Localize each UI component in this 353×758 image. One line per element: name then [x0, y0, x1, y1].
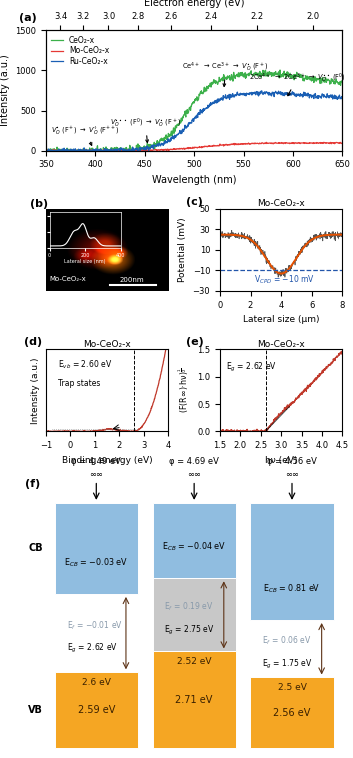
Text: E$_f$ = 0.06 eV: E$_f$ = 0.06 eV: [262, 634, 312, 647]
Text: Ce$^{4+}$ $\rightarrow$ Ce$^{3+}$ $\rightarrow$ $V_O^{\bullet}$ (F$^+$): Ce$^{4+}$ $\rightarrow$ Ce$^{3+}$ $\righ…: [182, 61, 269, 86]
CeO₂-x: [216, 77, 221, 86]
X-axis label: hν (eV): hν (eV): [265, 456, 297, 465]
Text: 2.6 eV: 2.6 eV: [82, 678, 111, 688]
Text: E$_{CB}$ = −0.03 eV: E$_{CB}$ = −0.03 eV: [64, 556, 128, 569]
Ru-CeO₂-x: [233, 90, 237, 99]
Ru-CeO₂-x: [300, 91, 304, 100]
Y-axis label: Intensity (a.u.): Intensity (a.u.): [31, 357, 40, 424]
Line: Mo-CeO₂-x: Mo-CeO₂-x: [46, 143, 342, 151]
Text: φ = 4.56 eV: φ = 4.56 eV: [267, 457, 317, 466]
Text: ∞∞: ∞∞: [187, 470, 201, 479]
CeO₂-x: [44, 146, 48, 155]
CeO₂-x: [340, 78, 345, 87]
Mo-CeO₂-x: [233, 140, 237, 149]
Ru-CeO₂-x: [269, 92, 274, 101]
Mo-CeO₂-x: [269, 139, 273, 148]
Mo-CeO₂-x: [299, 139, 304, 148]
Ru-CeO₂-x: [44, 146, 49, 155]
Text: E$_g$ = 1.75 eV: E$_g$ = 1.75 eV: [262, 658, 313, 671]
Text: φ = 4.49 eV: φ = 4.49 eV: [71, 457, 121, 466]
Line: Ru-CeO₂-x: Ru-CeO₂-x: [46, 91, 342, 151]
Text: 2.59 eV: 2.59 eV: [78, 705, 115, 715]
X-axis label: Wavelength (nm): Wavelength (nm): [152, 175, 237, 185]
Text: (c): (c): [186, 197, 203, 207]
CeO₂-x: [224, 75, 228, 84]
Title: Mo-CeO₂-x: Mo-CeO₂-x: [83, 340, 131, 349]
Text: 2.56 eV: 2.56 eV: [273, 708, 311, 718]
Text: E$_f$ = 0.19 eV: E$_f$ = 0.19 eV: [164, 601, 214, 613]
X-axis label: Binding energy (eV): Binding energy (eV): [62, 456, 152, 465]
Text: E$_{vb}$ = 2.60 eV: E$_{vb}$ = 2.60 eV: [58, 359, 112, 371]
Ru-CeO₂-x: [44, 146, 48, 155]
Text: (e): (e): [186, 337, 203, 347]
CeO₂-x: [62, 146, 67, 155]
Text: (d): (d): [24, 337, 42, 347]
Text: E$_g$ = 2.62 eV: E$_g$ = 2.62 eV: [67, 642, 118, 656]
Title: Mo-CeO₂-x: Mo-CeO₂-x: [257, 340, 305, 349]
Text: 200nm: 200nm: [119, 277, 144, 283]
Title: Mo-CeO₂-x: Mo-CeO₂-x: [257, 199, 305, 208]
Text: ∞∞: ∞∞: [285, 470, 299, 479]
Bar: [152, 578, 236, 651]
Bar: [251, 503, 334, 620]
Text: ∞∞: ∞∞: [89, 470, 103, 479]
Ru-CeO₂-x: [62, 145, 67, 154]
Bar: [55, 503, 138, 594]
CeO₂-x: [300, 72, 304, 81]
Text: Trap states: Trap states: [58, 379, 101, 388]
Mo-CeO₂-x: [216, 141, 221, 150]
Text: CB: CB: [28, 543, 43, 553]
Text: VB: VB: [28, 705, 43, 715]
Mo-CeO₂-x: [340, 139, 345, 148]
Text: 2Ce$^{4+}$ $\rightarrow$ 2Ce$^{3+}$ $\rightarrow$ $V_O^{\bullet\bullet}$ (F$^0$): 2Ce$^{4+}$ $\rightarrow$ 2Ce$^{3+}$ $\ri…: [249, 71, 345, 96]
Mo-CeO₂-x: [322, 138, 326, 147]
Text: $V_O^{\bullet\bullet\bullet}$ (F$^0$) $\rightarrow$ $V_O^{\bullet}$ (F$^+$): $V_O^{\bullet\bullet\bullet}$ (F$^0$) $\…: [110, 117, 181, 143]
Text: φ = 4.69 eV: φ = 4.69 eV: [169, 457, 219, 466]
Bar: [152, 651, 236, 748]
Text: E$_g$ = 2.75 eV: E$_g$ = 2.75 eV: [164, 624, 215, 637]
Text: 2.52 eV: 2.52 eV: [177, 657, 211, 666]
Ru-CeO₂-x: [259, 86, 264, 96]
Mo-CeO₂-x: [62, 146, 67, 155]
Y-axis label: Potential (mV): Potential (mV): [178, 218, 187, 282]
Y-axis label: Intensity (a.u.): Intensity (a.u.): [0, 55, 10, 127]
Text: $V_O^{\bullet}$ (F$^+$) $\rightarrow$ $V_O^{\circ}$ (F$^{++}$): $V_O^{\bullet}$ (F$^+$) $\rightarrow$ $V…: [51, 124, 119, 146]
Text: (b): (b): [30, 199, 48, 209]
Text: 2.5 eV: 2.5 eV: [277, 684, 306, 692]
X-axis label: Lateral size (μm): Lateral size (μm): [243, 315, 319, 324]
Line: CeO₂-x: CeO₂-x: [46, 70, 342, 151]
Ru-CeO₂-x: [216, 97, 221, 106]
Bar: [55, 672, 138, 748]
Text: (f): (f): [25, 479, 40, 489]
Legend: CeO₂-x, Mo-CeO₂-x, Ru-CeO₂-x: CeO₂-x, Mo-CeO₂-x, Ru-CeO₂-x: [50, 34, 110, 67]
Mo-CeO₂-x: [44, 146, 48, 155]
Bar: [152, 503, 236, 578]
Ru-CeO₂-x: [340, 95, 345, 104]
Text: 2.71 eV: 2.71 eV: [175, 694, 213, 705]
Mo-CeO₂-x: [224, 139, 228, 149]
CeO₂-x: [44, 146, 48, 155]
Mo-CeO₂-x: [44, 146, 48, 155]
Text: E$_{CB}$ = 0.81 eV: E$_{CB}$ = 0.81 eV: [263, 583, 321, 595]
Text: (a): (a): [19, 13, 37, 23]
Text: E$_{CB}$ = −0.04 eV: E$_{CB}$ = −0.04 eV: [162, 541, 226, 553]
Text: E$_g$ = 2.62 eV: E$_g$ = 2.62 eV: [226, 362, 277, 374]
Bar: [251, 678, 334, 748]
Text: V$_{CPD}$ = −10 mV: V$_{CPD}$ = −10 mV: [254, 274, 315, 287]
Text: E$_f$ = −0.01 eV: E$_f$ = −0.01 eV: [67, 619, 122, 631]
CeO₂-x: [278, 65, 282, 74]
Ru-CeO₂-x: [224, 94, 228, 103]
X-axis label: Electron energy (eV): Electron energy (eV): [144, 0, 244, 8]
Text: Mo-CeO₂-x: Mo-CeO₂-x: [49, 276, 86, 282]
CeO₂-x: [269, 68, 273, 77]
Y-axis label: (F(R∞)·hν)$^{\frac{1}{2}}$: (F(R∞)·hν)$^{\frac{1}{2}}$: [177, 368, 191, 413]
CeO₂-x: [233, 74, 237, 83]
